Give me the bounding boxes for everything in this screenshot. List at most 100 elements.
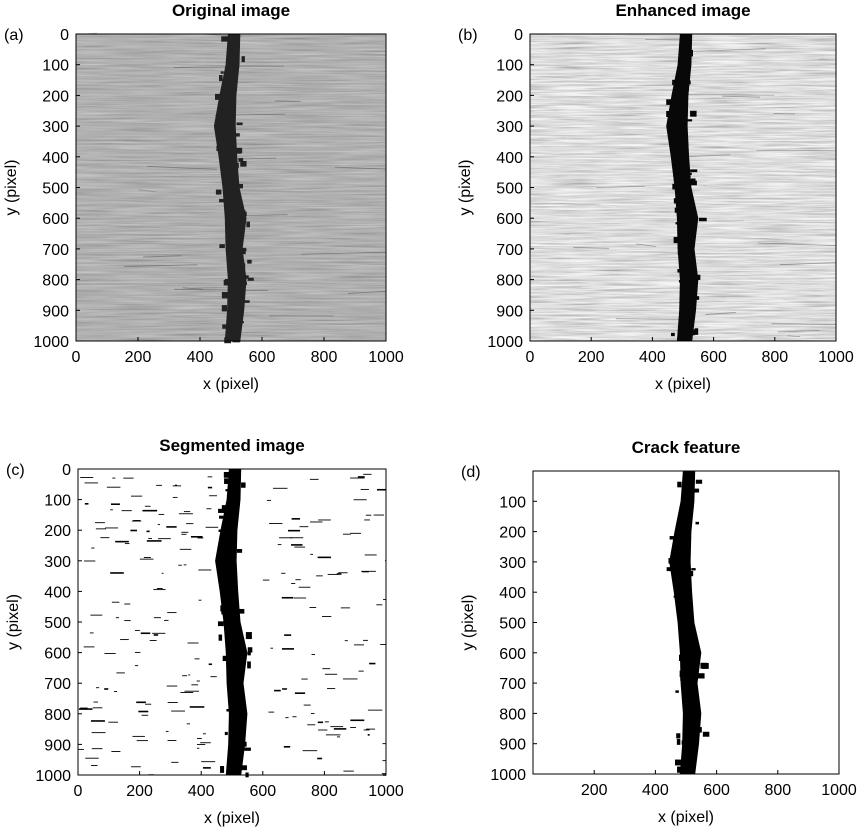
panel-a-crack-fragment xyxy=(219,198,226,203)
panel-a-crack-fragment xyxy=(230,62,237,69)
panel-d-crack-fragment xyxy=(686,524,691,528)
panel-b-streak xyxy=(773,113,796,115)
panel-b-crack-fragment xyxy=(689,256,696,260)
panel-b-ytick-label: 400 xyxy=(496,150,523,167)
panel-b-crack-fragment xyxy=(680,210,687,217)
panel-a-crack-fragment xyxy=(227,253,234,256)
panel-a-ytick-label: 0 xyxy=(60,27,69,44)
panel-c-ytick-label: 100 xyxy=(44,493,71,510)
panel-c-crack-fragment xyxy=(232,764,240,770)
panel-a-crack-fragment xyxy=(243,275,249,279)
panel-a-crack-fragment xyxy=(243,300,250,303)
panel-c-crack-fragment xyxy=(247,661,251,669)
panel-b-streak xyxy=(725,296,784,301)
panel-a-crack-fragment xyxy=(231,162,239,169)
panel-b-label: (b) xyxy=(458,27,478,44)
panel-a-crack-fragment xyxy=(219,244,225,249)
panel-b-crack-fragment xyxy=(669,137,674,144)
panel-d-crack-fragment xyxy=(694,649,699,654)
panel-c-crack-fragment xyxy=(237,696,244,703)
panel-c-crack-fragment xyxy=(223,528,230,535)
panel-d-crack-fragment xyxy=(683,595,690,600)
panel-b-xtick-label: 800 xyxy=(761,349,788,366)
panel-a-ytick-label: 700 xyxy=(42,242,69,259)
panel-b-crack-fragment xyxy=(684,119,693,122)
panel-d-xtick-label: 800 xyxy=(764,782,791,799)
panel-d-xtick-label: 1000 xyxy=(821,782,857,799)
panel-c-ytick-label: 700 xyxy=(44,676,71,693)
panel-c-ytick-label: 0 xyxy=(62,462,71,479)
panel-c-crack-fragment xyxy=(219,515,224,519)
panel-a-crack-fragment xyxy=(235,201,242,204)
panel-a-streak xyxy=(103,317,207,321)
panel-c-yticks: 0 100 200 300 400 500 600 700 800 900 1000 xyxy=(35,462,82,785)
panel-a-ytick-label: 100 xyxy=(42,58,69,75)
panel-d-crack-fragment xyxy=(689,758,694,765)
panel-d-crack-fragment xyxy=(676,738,681,745)
panel-d-crack-fragment xyxy=(700,662,708,669)
panel-a-ytick-label: 500 xyxy=(42,181,69,198)
panel-c-crack-fragment xyxy=(245,632,252,640)
panel-b-streak xyxy=(763,216,808,219)
panel-c-crack-fragment xyxy=(217,621,224,627)
panel-d-crack-fragment xyxy=(687,608,692,616)
panel-c-crack-fragment xyxy=(247,652,251,656)
panel-b-streak xyxy=(636,243,656,247)
panel-b-crack-fragment xyxy=(679,47,686,54)
panel-b-crack-fragment xyxy=(690,169,698,173)
panel-c-ytick-label: 600 xyxy=(44,646,71,663)
panel-a-crack-fragment xyxy=(214,93,221,100)
panel-c-crack-fragment xyxy=(239,608,245,614)
panel-b-crack-fragment xyxy=(694,328,699,335)
panel-a-streak xyxy=(79,278,110,281)
panel-c-crack-fragment xyxy=(218,634,223,641)
panel-d-crack-fragment xyxy=(669,536,677,540)
panel-b-ytick-label: 500 xyxy=(496,181,523,198)
panel-a-crack-fragment xyxy=(238,312,242,316)
panel-a-crack-fragment xyxy=(235,133,240,137)
panel-a-xtick-label: 600 xyxy=(249,349,276,366)
panel-b-streak xyxy=(776,108,812,112)
panel-d-crack-fragment xyxy=(691,568,696,571)
panel-a-crack-fragment xyxy=(228,307,234,312)
panel-a-crack-fragment xyxy=(221,36,229,42)
panel-c-crack-fragment xyxy=(224,478,229,484)
panel-a-xtick-label: 0 xyxy=(72,349,81,366)
panel-b-title: Enhanced image xyxy=(615,1,750,20)
panel-b-crack-fragment xyxy=(666,110,672,118)
panel-a-image xyxy=(76,32,387,344)
panel-b-crack-fragment xyxy=(673,236,681,244)
panel-a-crack-fragment xyxy=(226,248,232,255)
panel-b-ytick-label: 800 xyxy=(496,273,523,290)
panel-b-streak xyxy=(743,280,789,283)
panel-d-image xyxy=(533,471,839,774)
panel-b-streak xyxy=(570,233,598,236)
panel-b-crack-fragment xyxy=(686,257,691,263)
panel-b-xtick-label: 1000 xyxy=(818,349,854,366)
panel-d-crack-fragment xyxy=(702,731,710,737)
panel-a-crack-fragment xyxy=(222,324,226,329)
panel-d-crack-fragment xyxy=(685,660,692,668)
panel-b-streak xyxy=(600,204,616,208)
panel-c-ytick-label: 200 xyxy=(44,523,71,540)
panel-b-crack-fragment xyxy=(675,122,682,127)
panel-c-crack-fragment xyxy=(247,647,253,653)
panel-c-xtick-label: 200 xyxy=(126,783,153,800)
panel-b-crack-fragment xyxy=(680,254,687,258)
panel-b-ytick-label: 900 xyxy=(496,303,523,320)
panel-c-crack-fragment xyxy=(221,608,229,615)
panel-d-crack-fragment xyxy=(675,690,679,693)
panel-a-crack-fragment xyxy=(224,153,231,156)
panel-d-crack-fragment xyxy=(676,575,684,583)
panel-b-yticks: 0 100 200 300 400 500 600 700 800 900 1000 xyxy=(487,27,534,351)
panel-d-crack-fragment xyxy=(677,567,682,573)
panel-a-crack-fragment xyxy=(227,236,232,244)
panel-a-ytick-label: 900 xyxy=(42,303,69,320)
panel-a-ytick-label: 400 xyxy=(42,150,69,167)
panel-c-crack-fragment xyxy=(229,609,233,614)
panel-a-ytick-label: 200 xyxy=(42,88,69,105)
panel-a-streak xyxy=(182,287,204,290)
panel-c-crack-fragment xyxy=(238,741,247,747)
panel-c-crack-fragment xyxy=(218,529,226,532)
panel-d-title: Crack feature xyxy=(632,438,741,457)
